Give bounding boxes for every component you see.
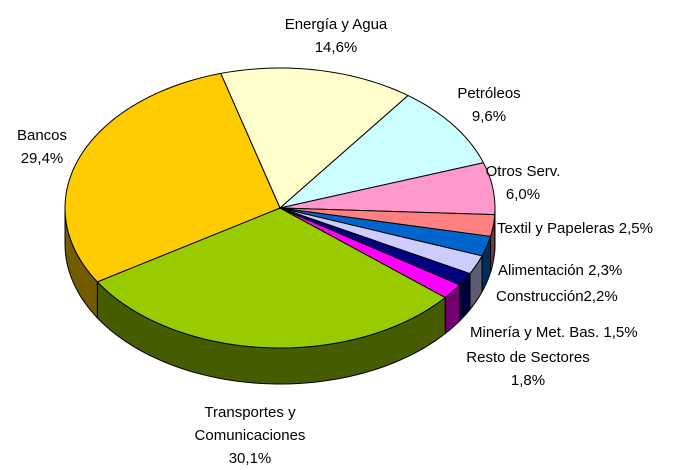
category-label: Bancos: [17, 127, 67, 144]
category-label: Minería y Met. Bas.: [470, 324, 599, 341]
slice-label: Otros Serv. 6,0%: [463, 160, 583, 206]
value-label: 29,4%: [21, 150, 64, 167]
value-label: 1,5%: [603, 324, 637, 341]
category-label: Resto de Sectores: [466, 349, 589, 366]
category-label: Energía y Agua: [285, 16, 388, 33]
category-label: Alimentación: [498, 262, 584, 279]
slice-label: Construcción2,2%: [496, 285, 618, 308]
value-label: 2,2%: [584, 288, 618, 305]
slice-label: Minería y Met. Bas. 1,5%: [470, 321, 638, 344]
slice-label: Resto de Sectores 1,8%: [448, 346, 608, 392]
category-label: Construcción: [496, 288, 584, 305]
slice-label: Bancos 29,4%: [0, 124, 84, 170]
category-label: Petróleos: [457, 85, 520, 102]
slice-label: Petróleos 9,6%: [439, 82, 539, 128]
value-label: 2,5%: [619, 220, 653, 237]
value-label: 2,3%: [588, 262, 622, 279]
value-label: 1,8%: [511, 372, 545, 389]
value-label: 14,6%: [315, 39, 358, 56]
value-label: 30,1%: [229, 450, 272, 467]
value-label: 6,0%: [506, 186, 540, 203]
slice-label: Transportes y Comunicaciones 30,1%: [175, 401, 325, 470]
category-label: Otros Serv.: [486, 163, 561, 180]
value-label: 9,6%: [472, 108, 506, 125]
category-label: Textil y Papeleras: [497, 220, 615, 237]
slice-label: Alimentación 2,3%: [498, 259, 622, 282]
slice-label: Energía y Agua 14,6%: [256, 13, 416, 59]
category-label: Transportes y Comunicaciones: [195, 404, 306, 444]
slice-label: Textil y Papeleras 2,5%: [497, 217, 653, 240]
